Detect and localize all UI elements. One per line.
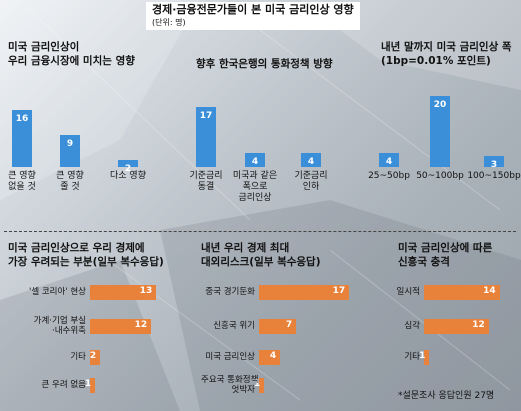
category-label: 미국 금리인상	[205, 352, 255, 362]
bar	[430, 96, 450, 167]
chart-title: 미국 금리인상에 따른 신흥국 충격	[398, 242, 493, 268]
bar	[484, 156, 504, 167]
bar	[196, 106, 216, 167]
unit-label: (단위: 명)	[152, 18, 186, 27]
bar-value: 1	[254, 379, 261, 389]
bar	[259, 349, 281, 365]
bar-value: 12	[472, 320, 485, 330]
category-label: 기타	[404, 352, 420, 362]
bar-value: 4	[307, 156, 315, 167]
category-label: 미국과 같은 폭으로 금리인상	[232, 171, 278, 203]
chart-title: 내년 우리 경제 최대 대외리스크(일부 복수응답)	[201, 242, 321, 268]
bar-value: 2	[124, 163, 132, 174]
bar	[60, 135, 80, 167]
bar-value: 16	[15, 114, 29, 125]
category-label: 100~150bp	[467, 171, 521, 181]
bar	[90, 377, 96, 393]
category-label: 큰 영향 줄 것	[56, 171, 84, 192]
bar-value: 2	[89, 351, 97, 361]
bar-value: 3	[490, 160, 498, 171]
bar	[118, 159, 138, 167]
bar-value: 1	[84, 379, 92, 389]
bar-value: 13	[139, 286, 153, 296]
category-label: 다소 영향	[110, 171, 146, 181]
bar-value: 12	[134, 320, 148, 330]
page-title: 경제·금융전문가들이 본 미국 금리인상 영향	[152, 3, 354, 16]
category-label: 큰 우려 없음	[41, 380, 86, 390]
category-label: 큰 영향 없을 것	[8, 171, 36, 192]
bar-value: 14	[483, 286, 496, 296]
bar	[379, 152, 399, 167]
category-label: 중국 경기둔화	[205, 287, 255, 297]
bar-value: 4	[269, 351, 277, 361]
category-label: 주요국 통화정책 엇박자	[201, 375, 259, 395]
bar	[301, 152, 321, 167]
title-box: 경제·금융전문가들이 본 미국 금리인상 영향 (단위: 명)	[146, 2, 360, 30]
bar	[90, 349, 101, 365]
category-label: 심각	[404, 321, 420, 331]
category-label: 기준금리 인하	[294, 171, 328, 192]
bar-value: 4	[385, 156, 393, 167]
chart-title: 내년 말까지 미국 금리인상 폭 (1bp=0.01% 포인트)	[381, 41, 512, 67]
bar-value: 4	[251, 156, 259, 167]
footnote: *설문조사 응답인원 27명	[398, 391, 495, 401]
bar	[424, 284, 500, 300]
category-label: 가계·기업 부실 ·내수위축	[33, 316, 86, 336]
chart-title: 향후 한국은행의 통화정책 방향	[196, 58, 333, 70]
bar-value: 17	[332, 286, 346, 296]
category-label: 25~50bp	[368, 171, 410, 181]
category-label: '셀 코리아' 현상	[29, 287, 86, 297]
bar	[245, 152, 265, 167]
bar	[424, 349, 430, 365]
bar-value: 7	[285, 320, 293, 330]
bar-value: 9	[66, 139, 74, 150]
category-label: 기타	[70, 352, 86, 362]
bar	[259, 377, 265, 393]
bar	[259, 318, 297, 334]
bar-value: 1	[419, 351, 426, 361]
bar	[424, 318, 489, 334]
category-label: 일시적	[396, 287, 420, 297]
bar	[90, 284, 157, 300]
category-label: 신흥국 위기	[213, 321, 255, 331]
category-label: 기준금리 동결	[189, 171, 223, 192]
chart-title: 미국 금리인상이 우리 금융시장에 미치는 영향	[8, 41, 135, 67]
bar	[12, 110, 32, 167]
category-label: 50~100bp	[416, 171, 464, 181]
section-divider	[4, 231, 516, 232]
bar-value: 17	[199, 110, 213, 121]
bar-value: 20	[433, 100, 447, 110]
bar	[90, 318, 152, 334]
bar	[259, 284, 350, 300]
chart-title: 미국 금리인상으로 우리 경제에 가장 우려되는 부분(일부 복수응답)	[8, 242, 164, 268]
